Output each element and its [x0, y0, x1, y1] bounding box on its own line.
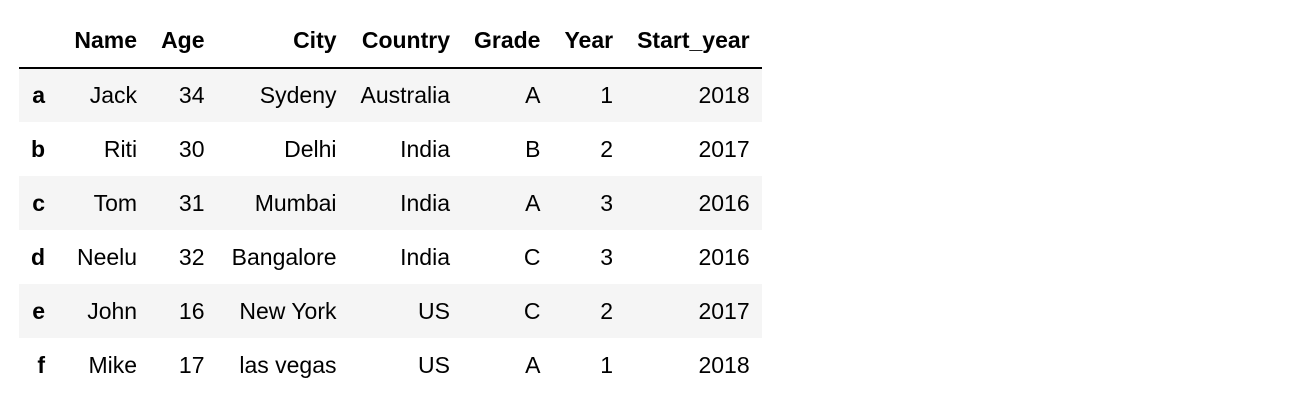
row-index: e: [32, 297, 46, 324]
cell-start-year: 2017: [698, 297, 750, 324]
cell-name: Riti: [103, 135, 138, 162]
table-row: c Tom 31 Mumbai India A 3 2016: [19, 176, 762, 230]
cell-country: India: [400, 135, 450, 162]
row-index: a: [32, 82, 46, 108]
index-header: [19, 14, 58, 69]
column-header-grade: Grade: [462, 14, 553, 69]
table-row: b Riti 30 Delhi India B 2 2017: [19, 122, 762, 176]
table-header: Name Age City Country Grade Year Start_y…: [19, 14, 762, 69]
cell-country: India: [400, 243, 450, 270]
cell-grade: B: [525, 135, 541, 162]
cell-country: US: [418, 297, 450, 324]
cell-year: 2: [600, 135, 614, 162]
cell-start-year: 2016: [698, 243, 750, 270]
cell-name: Mike: [88, 351, 138, 378]
cell-name: John: [87, 297, 138, 324]
cell-name: Tom: [93, 189, 138, 216]
cell-year: 1: [600, 82, 614, 108]
cell-grade: C: [523, 243, 541, 270]
cell-city: New York: [239, 297, 337, 324]
cell-country: US: [418, 351, 450, 378]
column-header-age: Age: [149, 14, 217, 69]
cell-start-year: 2018: [698, 351, 750, 378]
column-header-name: Name: [57, 14, 150, 69]
cell-city: Bangalore: [231, 243, 337, 270]
cell-country: Australia: [360, 82, 450, 108]
header-row: Name Age City Country Grade Year Start_y…: [19, 14, 762, 69]
cell-start-year: 2018: [698, 82, 750, 108]
table-row: d Neelu 32 Bangalore India C 3 2016: [19, 230, 762, 284]
cell-grade: A: [525, 351, 541, 378]
dataframe-table: Name Age City Country Grade Year Start_y…: [19, 14, 762, 392]
cell-city: las vegas: [239, 351, 337, 378]
cell-age: 34: [178, 82, 205, 108]
cell-age: 17: [178, 351, 205, 378]
cell-city: Sydeny: [259, 82, 337, 108]
cell-year: 2: [600, 297, 614, 324]
row-index: b: [31, 135, 46, 162]
cell-city: Mumbai: [254, 189, 337, 216]
cell-name: Jack: [89, 82, 138, 108]
column-header-year: Year: [552, 14, 626, 69]
row-index: c: [32, 189, 46, 216]
row-index: f: [37, 351, 46, 378]
cell-age: 16: [178, 297, 205, 324]
cell-start-year: 2017: [698, 135, 750, 162]
cell-grade: A: [525, 82, 541, 108]
table-body: a Jack 34 Sydeny Australia A 1 2018 b Ri…: [19, 68, 762, 392]
cell-name: Neelu: [76, 243, 138, 270]
dataframe-container: Name Age City Country Grade Year Start_y…: [19, 14, 762, 392]
cell-year: 3: [600, 243, 614, 270]
column-header-start-year: Start_year: [625, 14, 762, 69]
cell-year: 1: [600, 351, 614, 378]
cell-grade: A: [525, 189, 541, 216]
table-row: f Mike 17 las vegas US A 1 2018: [19, 338, 762, 392]
cell-country: India: [400, 189, 450, 216]
cell-year: 3: [600, 189, 614, 216]
cell-age: 32: [178, 243, 205, 270]
cell-age: 30: [178, 135, 205, 162]
cell-city: Delhi: [284, 135, 337, 162]
column-header-city: City: [216, 14, 349, 69]
row-index: d: [31, 243, 46, 270]
cell-grade: C: [523, 297, 541, 324]
cell-age: 31: [178, 189, 205, 216]
table-row: a Jack 34 Sydeny Australia A 1 2018: [19, 68, 762, 122]
cell-start-year: 2016: [698, 189, 750, 216]
column-header-country: Country: [348, 14, 462, 69]
table-row: e John 16 New York US C 2 2017: [19, 284, 762, 338]
